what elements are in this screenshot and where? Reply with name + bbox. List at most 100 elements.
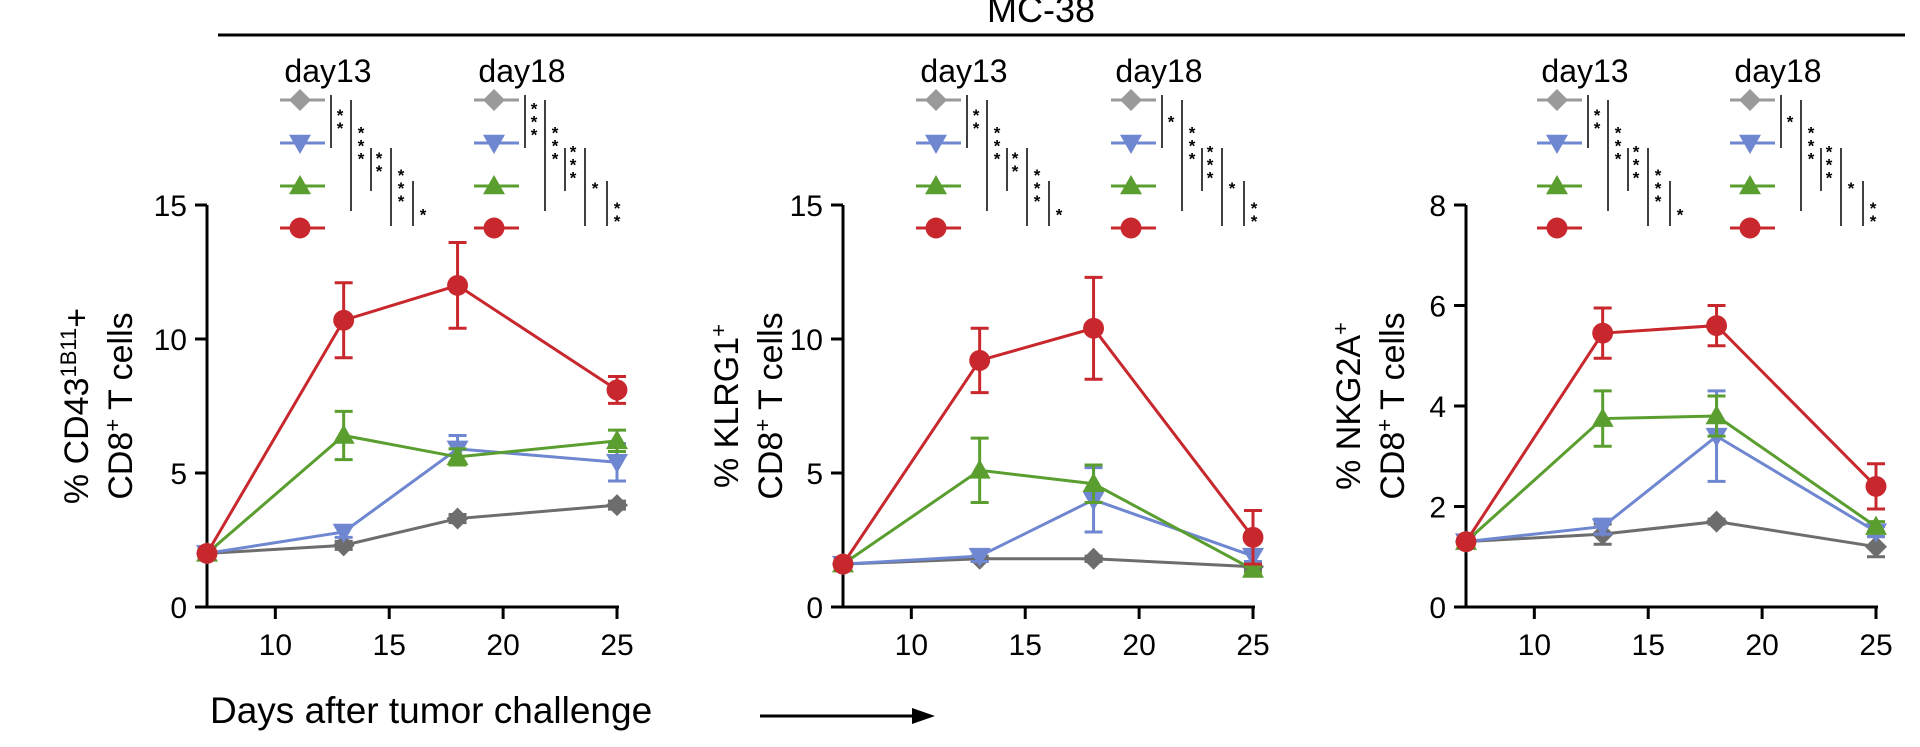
y-tick-label: 15 — [154, 190, 187, 223]
y-tick-label: 10 — [790, 324, 823, 357]
y-axis-label: % CD431B11+CD8+ T cells — [56, 308, 141, 504]
sig-gray-blue: * * — [1594, 106, 1601, 138]
sig-gray-green: * * * — [994, 124, 1001, 169]
legend-day13-label: day13 — [1541, 53, 1628, 89]
data-point-red — [1865, 475, 1887, 497]
y-axis-label-line2-sup: + — [1372, 419, 1397, 432]
series-line-blue — [206, 447, 618, 555]
data-point-green — [1865, 515, 1887, 535]
series-red — [832, 275, 1264, 575]
sig-green-red: * — [1677, 206, 1684, 225]
sig-green-red: * * — [614, 199, 621, 231]
data-point-red — [969, 349, 991, 371]
legend-day13-label: day13 — [284, 53, 371, 89]
x-tick-label: 10 — [1518, 629, 1551, 662]
legend-marker-green — [289, 175, 311, 195]
series-red — [196, 241, 628, 564]
x-tick-label: 10 — [259, 629, 292, 662]
sig-blue-green: * * * — [1207, 143, 1214, 188]
sig-blue-red: * — [1848, 179, 1855, 198]
x-tick-label: 20 — [486, 629, 519, 662]
data-point-gray — [1865, 535, 1887, 558]
data-point-gray — [332, 534, 355, 557]
sig-blue-red: * * * — [1655, 166, 1662, 211]
data-point-green — [1242, 558, 1264, 578]
series-gray — [196, 494, 628, 565]
legend-marker-blue — [1739, 134, 1761, 154]
x-tick-label: 25 — [1236, 629, 1269, 662]
y-tick-label: 4 — [1429, 391, 1446, 424]
data-point-blue — [332, 523, 355, 543]
legend-day18-label: day18 — [1115, 53, 1202, 89]
series-line-gray — [1465, 520, 1877, 549]
sig-green-red: * — [420, 206, 427, 225]
x-tick-label: 15 — [1632, 629, 1665, 662]
sig-gray-blue: * * — [973, 106, 980, 138]
x-tick-label: 25 — [1859, 629, 1892, 662]
data-point-green — [1705, 405, 1728, 425]
sig-gray-green: * * * — [358, 124, 365, 169]
x-axis-label: Days after tumor challenge — [210, 690, 652, 731]
y-axis-label-line2-tail: T cells — [752, 312, 790, 418]
sig-gray-blue: * — [1168, 113, 1175, 132]
series-gray — [1455, 510, 1887, 559]
legend-marker-blue — [1546, 134, 1568, 154]
data-point-blue — [1591, 518, 1614, 538]
legend-marker-green — [1546, 175, 1568, 195]
y-axis-label-line1: % NKG2A — [1330, 335, 1368, 490]
series-green — [832, 436, 1264, 578]
legend-marker-red — [289, 217, 311, 239]
sig-green-red: * * — [1251, 199, 1258, 231]
data-point-red — [832, 553, 854, 575]
y-axis-label-line2: CD8 — [1374, 432, 1412, 500]
sig-gray-green: * * * — [1615, 124, 1622, 169]
series-blue — [1455, 389, 1887, 553]
y-axis-label-line2-tail: T cells — [1374, 312, 1412, 418]
x-tick-label: 25 — [600, 629, 633, 662]
y-tick-label: 6 — [1429, 291, 1446, 324]
legend-marker-blue — [1120, 134, 1142, 154]
legend-marker-red — [1546, 217, 1568, 239]
legend-marker-gray — [1120, 89, 1142, 111]
series-line-green — [1464, 414, 1877, 543]
legend-day13-label: day13 — [920, 53, 1007, 89]
data-point-red — [333, 309, 355, 331]
sig-blue-red: * * * — [398, 166, 405, 211]
sig-blue-green: * * * — [1633, 143, 1640, 188]
legend-day18: day18* * * * * * * * *** * — [474, 53, 621, 239]
legend-day13: day13* * * * * * * * * * ** — [1537, 53, 1684, 239]
y-axis-label-line2: CD8 — [102, 432, 140, 500]
legend-day13: day13* * * * * * * * * ** — [280, 53, 427, 239]
y-axis-label-line2-sup: + — [100, 419, 125, 432]
data-point-green — [606, 429, 628, 450]
data-point-green — [446, 445, 469, 466]
x-tick-label: 15 — [1009, 629, 1042, 662]
legend-marker-red — [925, 217, 947, 239]
legend-day18: day18** * * * * *** * — [1111, 53, 1258, 239]
data-point-red — [196, 542, 218, 564]
sig-blue-green: * * * — [570, 143, 577, 188]
sig-gray-blue: * — [1787, 113, 1794, 132]
series-line-red — [841, 326, 1255, 565]
series-green — [196, 409, 628, 562]
legend-marker-green — [1120, 175, 1142, 195]
data-point-red — [1455, 531, 1477, 553]
y-tick-label: 2 — [1429, 492, 1446, 525]
sig-green-red: * * — [1870, 199, 1877, 231]
legend-day18-label: day18 — [1734, 53, 1821, 89]
y-tick-label: 8 — [1429, 190, 1446, 223]
data-point-red — [1242, 526, 1264, 548]
sig-blue-red: * — [592, 179, 599, 198]
y-axis-label-sup: + — [706, 324, 731, 337]
y-axis-label: % NKG2A+CD8+ T cells — [1328, 312, 1413, 499]
legend-marker-gray — [925, 89, 947, 111]
data-point-red — [447, 274, 469, 296]
data-point-red — [1706, 315, 1728, 337]
x-axis-arrow-head — [912, 708, 935, 724]
x-tick-label: 10 — [895, 629, 928, 662]
sig-blue-red: * * * — [1034, 166, 1041, 211]
